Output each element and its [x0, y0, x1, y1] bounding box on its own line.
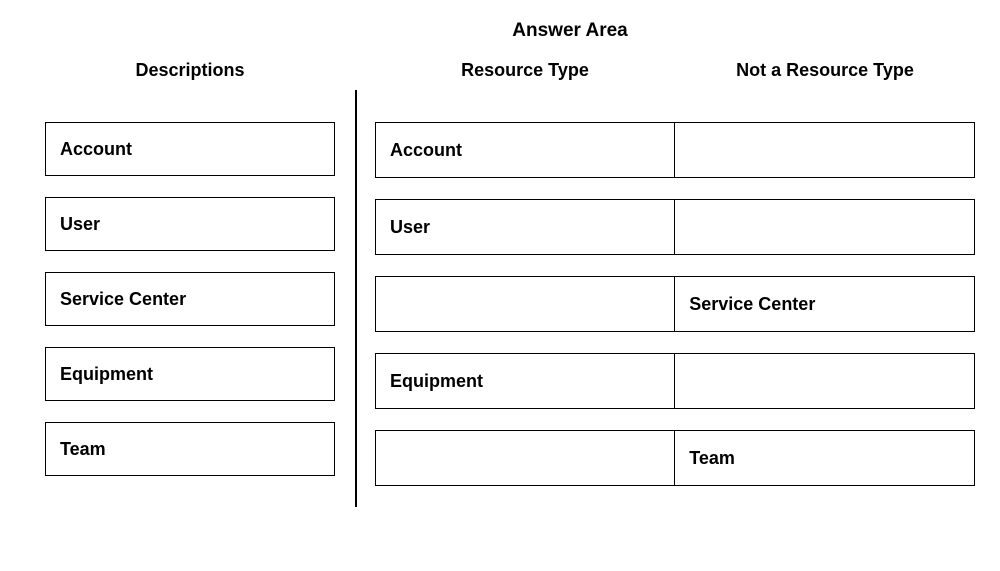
page-title: Answer Area [165, 20, 975, 42]
resource-type-cell[interactable] [375, 430, 676, 486]
answer-row: Equipment [375, 353, 975, 409]
resource-type-cell[interactable]: Equipment [375, 353, 676, 409]
answer-row: Account [375, 122, 975, 178]
not-resource-type-cell[interactable]: Team [674, 430, 975, 486]
answer-row: Team [375, 430, 975, 486]
answer-columns: Resource Type Not a Resource Type Accoun… [357, 60, 975, 507]
description-item[interactable]: Service Center [45, 272, 335, 326]
answer-row: User [375, 199, 975, 255]
columns-wrap: Descriptions Account User Service Center… [25, 60, 975, 507]
not-resource-type-cell[interactable] [674, 199, 975, 255]
answer-headers: Resource Type Not a Resource Type [375, 60, 975, 82]
descriptions-column: Descriptions Account User Service Center… [25, 60, 355, 497]
drag-drop-answer-area: Answer Area Descriptions Account User Se… [0, 0, 1000, 527]
answer-row: Service Center [375, 276, 975, 332]
not-resource-type-header: Not a Resource Type [675, 60, 975, 82]
resource-type-cell[interactable] [375, 276, 676, 332]
description-item[interactable]: Account [45, 122, 335, 176]
description-item[interactable]: Equipment [45, 347, 335, 401]
resource-type-cell[interactable]: User [375, 199, 676, 255]
resource-type-cell[interactable]: Account [375, 122, 676, 178]
descriptions-header: Descriptions [135, 60, 244, 82]
not-resource-type-cell[interactable] [674, 353, 975, 409]
not-resource-type-cell[interactable]: Service Center [674, 276, 975, 332]
description-item[interactable]: User [45, 197, 335, 251]
resource-type-header: Resource Type [375, 60, 675, 82]
description-item[interactable]: Team [45, 422, 335, 476]
not-resource-type-cell[interactable] [674, 122, 975, 178]
